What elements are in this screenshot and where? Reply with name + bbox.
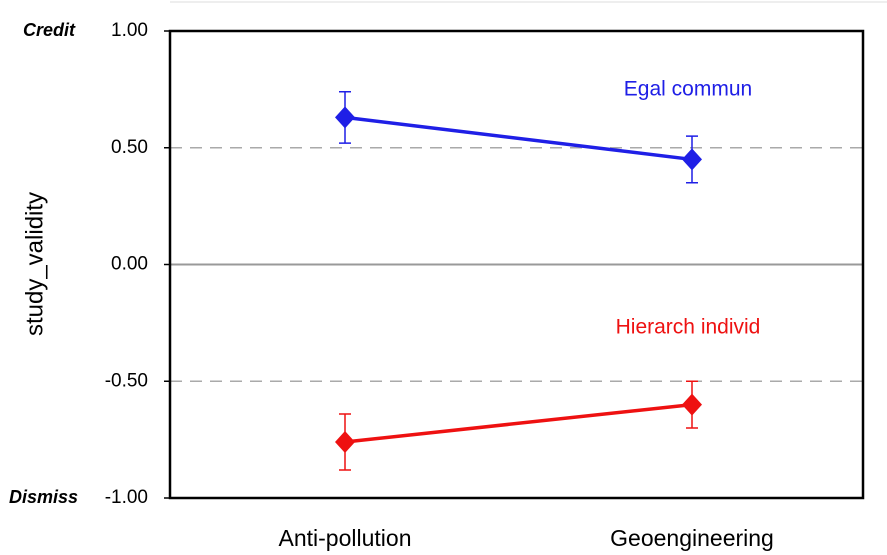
annotation: Credit bbox=[23, 20, 76, 40]
y-tick-label: -0.50 bbox=[105, 370, 148, 391]
data-point bbox=[682, 148, 702, 171]
y-tick-label: 0.00 bbox=[111, 254, 148, 275]
annotation: Dismiss bbox=[9, 487, 78, 507]
series-label: Egal commun bbox=[624, 78, 752, 101]
plot-frame bbox=[168, 29, 865, 500]
x-tick-label: Geoengineering bbox=[610, 525, 774, 551]
series-line bbox=[344, 115, 693, 162]
data-point bbox=[682, 393, 702, 416]
data-point bbox=[335, 430, 355, 453]
series-label: Hierarch individ bbox=[616, 316, 761, 339]
y-tick-label: -1.00 bbox=[105, 487, 148, 508]
data-point bbox=[335, 106, 355, 129]
y-tick-label: 1.00 bbox=[111, 20, 148, 41]
y-tick-label: 0.50 bbox=[111, 137, 148, 158]
x-tick-label: Anti-pollution bbox=[279, 525, 412, 551]
series-line bbox=[344, 402, 693, 444]
y-axis-label: study_validity bbox=[21, 192, 48, 336]
